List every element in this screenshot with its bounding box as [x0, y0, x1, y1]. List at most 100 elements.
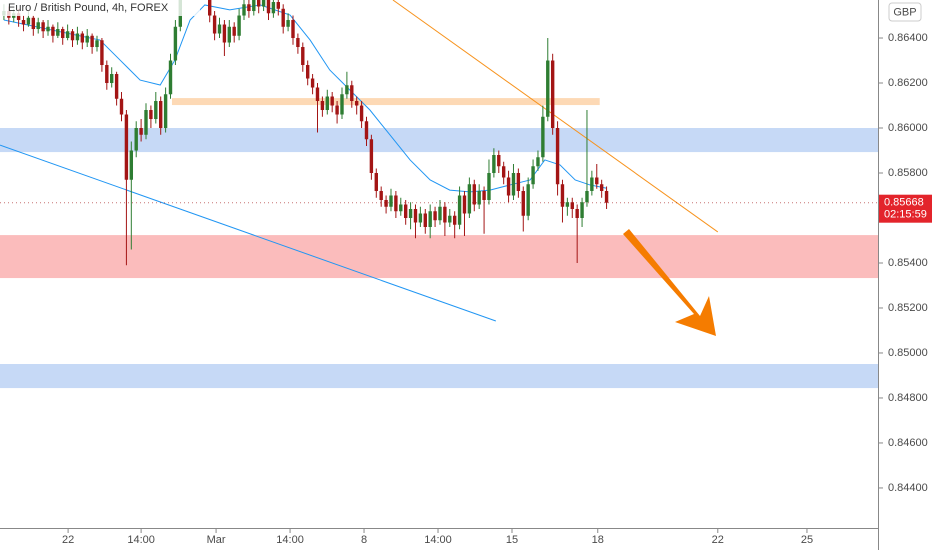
candle-body	[374, 173, 378, 191]
candle-body	[61, 29, 65, 39]
candle-body	[124, 114, 129, 180]
x-tick-label: 25	[801, 534, 813, 546]
last-price-label: 0.85668	[884, 197, 924, 209]
candle-body	[379, 190, 383, 200]
candle-body	[320, 101, 325, 111]
x-tick-label: 8	[361, 534, 367, 546]
candle-body	[541, 116, 545, 158]
candle-body	[26, 17, 31, 25]
candle-body	[546, 60, 550, 117]
candle-body	[364, 121, 369, 140]
candle-body	[457, 195, 462, 225]
candle-body	[560, 184, 565, 207]
candle-body	[590, 177, 594, 191]
candle-body	[575, 208, 579, 218]
zone	[0, 235, 878, 279]
candle-body	[41, 22, 45, 32]
candle-body	[291, 20, 295, 39]
candle-body	[585, 190, 589, 203]
candle-body	[129, 150, 134, 180]
candle-body	[413, 208, 418, 223]
candle-body	[428, 211, 432, 227]
candle-body	[604, 190, 609, 203]
candle-body	[208, 0, 212, 16]
candle-body	[256, 0, 261, 7]
x-tick-label: 18	[592, 534, 604, 546]
candle-body	[266, 0, 271, 14]
candle-body	[134, 128, 138, 151]
candle-body	[75, 33, 80, 41]
trendline	[392, 0, 719, 233]
candle-body	[310, 78, 315, 88]
candle-body	[271, 2, 276, 14]
candle-body	[501, 166, 506, 178]
y-tick-label: 0.85800	[888, 167, 928, 179]
title-bg	[0, 0, 200, 16]
y-tick-label: 0.84400	[888, 482, 928, 494]
candle-body	[482, 190, 486, 200]
candle-body	[359, 105, 364, 122]
candle-body	[452, 215, 457, 225]
candle-body	[565, 202, 570, 207]
candle-body	[36, 22, 40, 30]
candle-body	[599, 184, 604, 191]
candle-body	[433, 211, 437, 221]
x-tick-label: 14:00	[127, 534, 155, 546]
chart-title: Euro / British Pound, 4h, FOREX	[8, 2, 169, 14]
candle-body	[237, 15, 241, 36]
candle-body	[119, 98, 124, 115]
candle-body	[90, 35, 94, 48]
candle-body	[580, 202, 584, 218]
candle-body	[154, 101, 158, 120]
candle-body	[497, 155, 501, 167]
candle-body	[526, 184, 530, 216]
candle-body	[448, 215, 452, 223]
candle-body	[492, 155, 496, 174]
candle-body	[276, 2, 280, 9]
candle-body	[399, 204, 403, 212]
candle-body	[70, 31, 75, 41]
candle-body	[85, 35, 89, 43]
candle-body	[242, 4, 246, 16]
candle-body	[423, 213, 427, 227]
candle-body	[516, 173, 521, 191]
y-tick-label: 0.86200	[888, 77, 928, 89]
candle-body	[31, 17, 36, 30]
countdown: 02:15:59	[884, 209, 927, 221]
candle-body	[550, 60, 555, 129]
currency[interactable]: GBP	[893, 6, 916, 18]
candle-body	[149, 110, 153, 120]
candle-body	[511, 173, 516, 196]
candle-body	[521, 190, 525, 216]
candle-body	[222, 24, 227, 43]
candle-body	[570, 202, 574, 209]
candle-body	[345, 85, 349, 95]
candle-body	[384, 199, 388, 207]
candle-body	[335, 105, 339, 115]
candle-body	[325, 96, 329, 111]
candle-body	[394, 195, 398, 212]
candle-body	[281, 8, 285, 27]
candle-body	[217, 24, 222, 34]
candle-body	[80, 33, 85, 43]
y-tick-label: 0.85400	[888, 257, 928, 269]
candle-body	[173, 26, 178, 61]
candle-body	[305, 65, 310, 79]
trendline	[0, 144, 497, 322]
candle-body	[139, 128, 143, 135]
candle-body	[232, 26, 236, 36]
candle-body	[105, 65, 109, 84]
candle-body	[462, 195, 467, 214]
candle-body	[506, 177, 511, 196]
candle-body	[595, 177, 599, 185]
candle-body	[110, 74, 114, 84]
candle-body	[408, 208, 413, 218]
candle-body	[114, 74, 119, 99]
candle-body	[296, 38, 300, 48]
zone	[0, 363, 878, 389]
currency-box[interactable]	[888, 2, 922, 22]
candle-body	[354, 101, 359, 106]
candle-body	[212, 15, 217, 34]
x-tick-label: 14:00	[276, 534, 304, 546]
candle-body	[227, 26, 231, 43]
